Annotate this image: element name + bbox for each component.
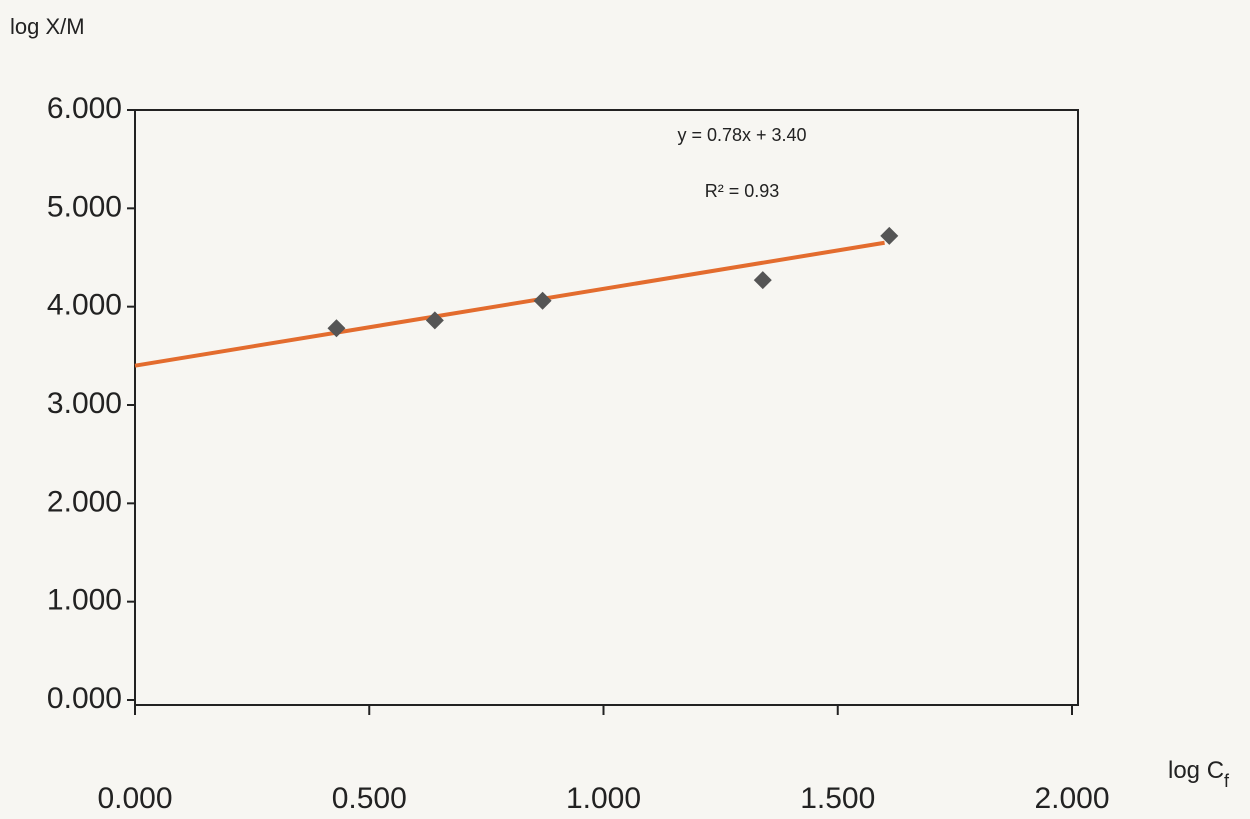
x-tick-label: 2.000 <box>1034 782 1109 814</box>
data-point <box>880 226 899 245</box>
y-tick-label: 5.000 <box>47 190 122 223</box>
data-point <box>327 319 346 338</box>
y-tick-label: 2.000 <box>47 485 122 518</box>
x-axis-label-sub: f <box>1224 771 1230 791</box>
r-squared: R² = 0.93 <box>705 181 780 201</box>
x-tick-label: 1.500 <box>800 782 875 814</box>
y-axis-label: log X/M <box>10 14 85 39</box>
y-tick-label: 1.000 <box>47 584 122 617</box>
data-point <box>533 291 552 310</box>
x-tick-label: 0.000 <box>97 782 172 814</box>
x-axis-label: log Cf <box>1168 757 1230 790</box>
x-tick-label: 0.500 <box>332 782 407 814</box>
trendline <box>134 240 885 368</box>
y-tick-label: 3.000 <box>47 387 122 420</box>
plot-frame <box>134 109 1079 706</box>
y-tick-label: 6.000 <box>47 92 122 125</box>
x-tick-label: 1.000 <box>566 782 641 814</box>
equation: y = 0.78x + 3.40 <box>677 125 806 145</box>
y-tick-label: 4.000 <box>47 289 122 322</box>
data-point <box>753 271 772 290</box>
x-axis-label-main: log C <box>1168 757 1224 784</box>
data-point <box>425 311 444 330</box>
y-tick-label: 0.000 <box>47 682 122 715</box>
